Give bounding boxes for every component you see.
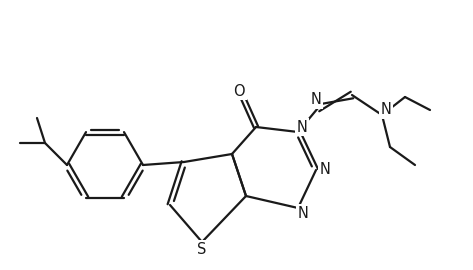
Text: S: S [197,241,207,256]
Text: N: N [381,103,392,117]
Text: N: N [320,163,331,177]
Text: N: N [297,120,307,134]
Text: N: N [298,205,308,221]
Text: O: O [233,83,245,99]
Text: N: N [311,93,322,107]
